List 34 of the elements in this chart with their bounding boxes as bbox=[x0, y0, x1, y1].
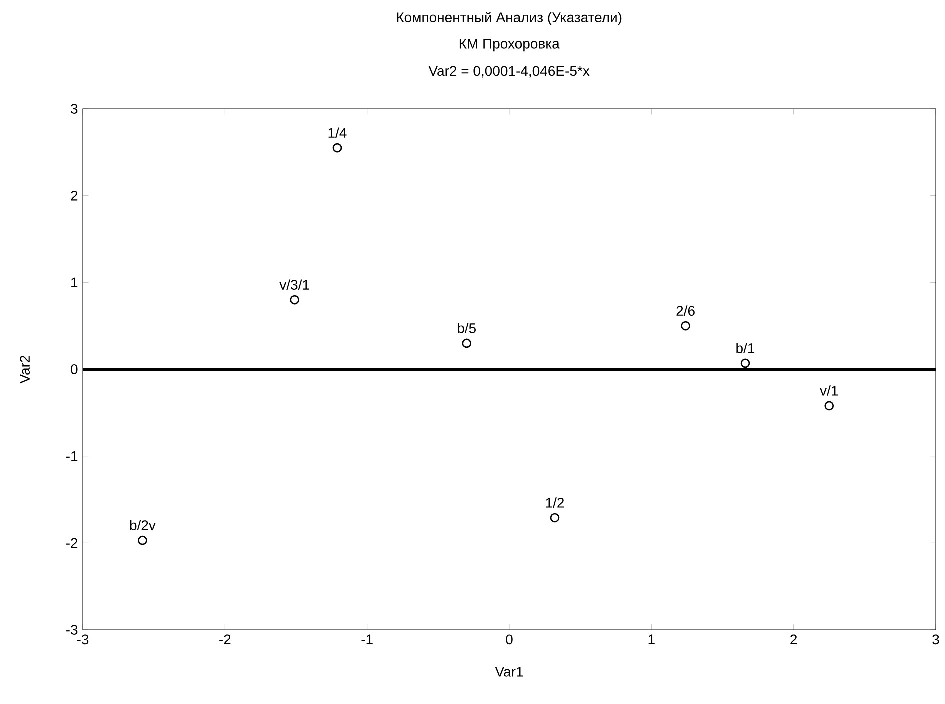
annotation: b/2v bbox=[130, 520, 156, 531]
point bbox=[824, 401, 834, 411]
y-tick-label: -3 bbox=[66, 625, 78, 635]
x-tick-label: -2 bbox=[220, 634, 231, 644]
point bbox=[550, 513, 560, 523]
y-tick-label: -1 bbox=[66, 452, 78, 462]
chart-title: Компонентный Анализ (Указатели) bbox=[397, 12, 622, 26]
point bbox=[740, 358, 750, 368]
text: Var2 = 0,0001-4,046E-5*x bbox=[428, 66, 590, 78]
x-tick-label: -1 bbox=[362, 634, 373, 644]
annotation: v/3/1 bbox=[280, 280, 310, 290]
y-tick-label: 0 bbox=[71, 364, 78, 374]
annotation: v/1 bbox=[820, 386, 838, 396]
x-tick-label: 2 bbox=[790, 634, 798, 644]
chart-subtitle: КМ Прохоровка bbox=[460, 39, 560, 52]
y-axis-title: Var2 bbox=[20, 356, 30, 384]
y-tick-label: -2 bbox=[66, 538, 78, 548]
point bbox=[462, 338, 472, 348]
annotation: b/5 bbox=[458, 323, 476, 334]
y-tick-label: 1 bbox=[72, 278, 78, 288]
point bbox=[138, 536, 148, 546]
annotation: 2/6 bbox=[676, 306, 695, 316]
y-tick-label: 3 bbox=[71, 104, 78, 114]
annotation: b/1 bbox=[736, 343, 755, 354]
point bbox=[290, 295, 300, 305]
annotation: 1/2 bbox=[546, 498, 564, 508]
x-axis-title: Var1 bbox=[495, 667, 524, 677]
point bbox=[332, 143, 342, 153]
point bbox=[681, 321, 690, 331]
x-tick-label: 0 bbox=[506, 634, 513, 645]
x-tick-label: 3 bbox=[932, 634, 940, 645]
annotation: 1/4 bbox=[328, 128, 347, 138]
x-tick-label: 1 bbox=[648, 634, 655, 644]
y-tick-label: 2 bbox=[71, 190, 78, 201]
